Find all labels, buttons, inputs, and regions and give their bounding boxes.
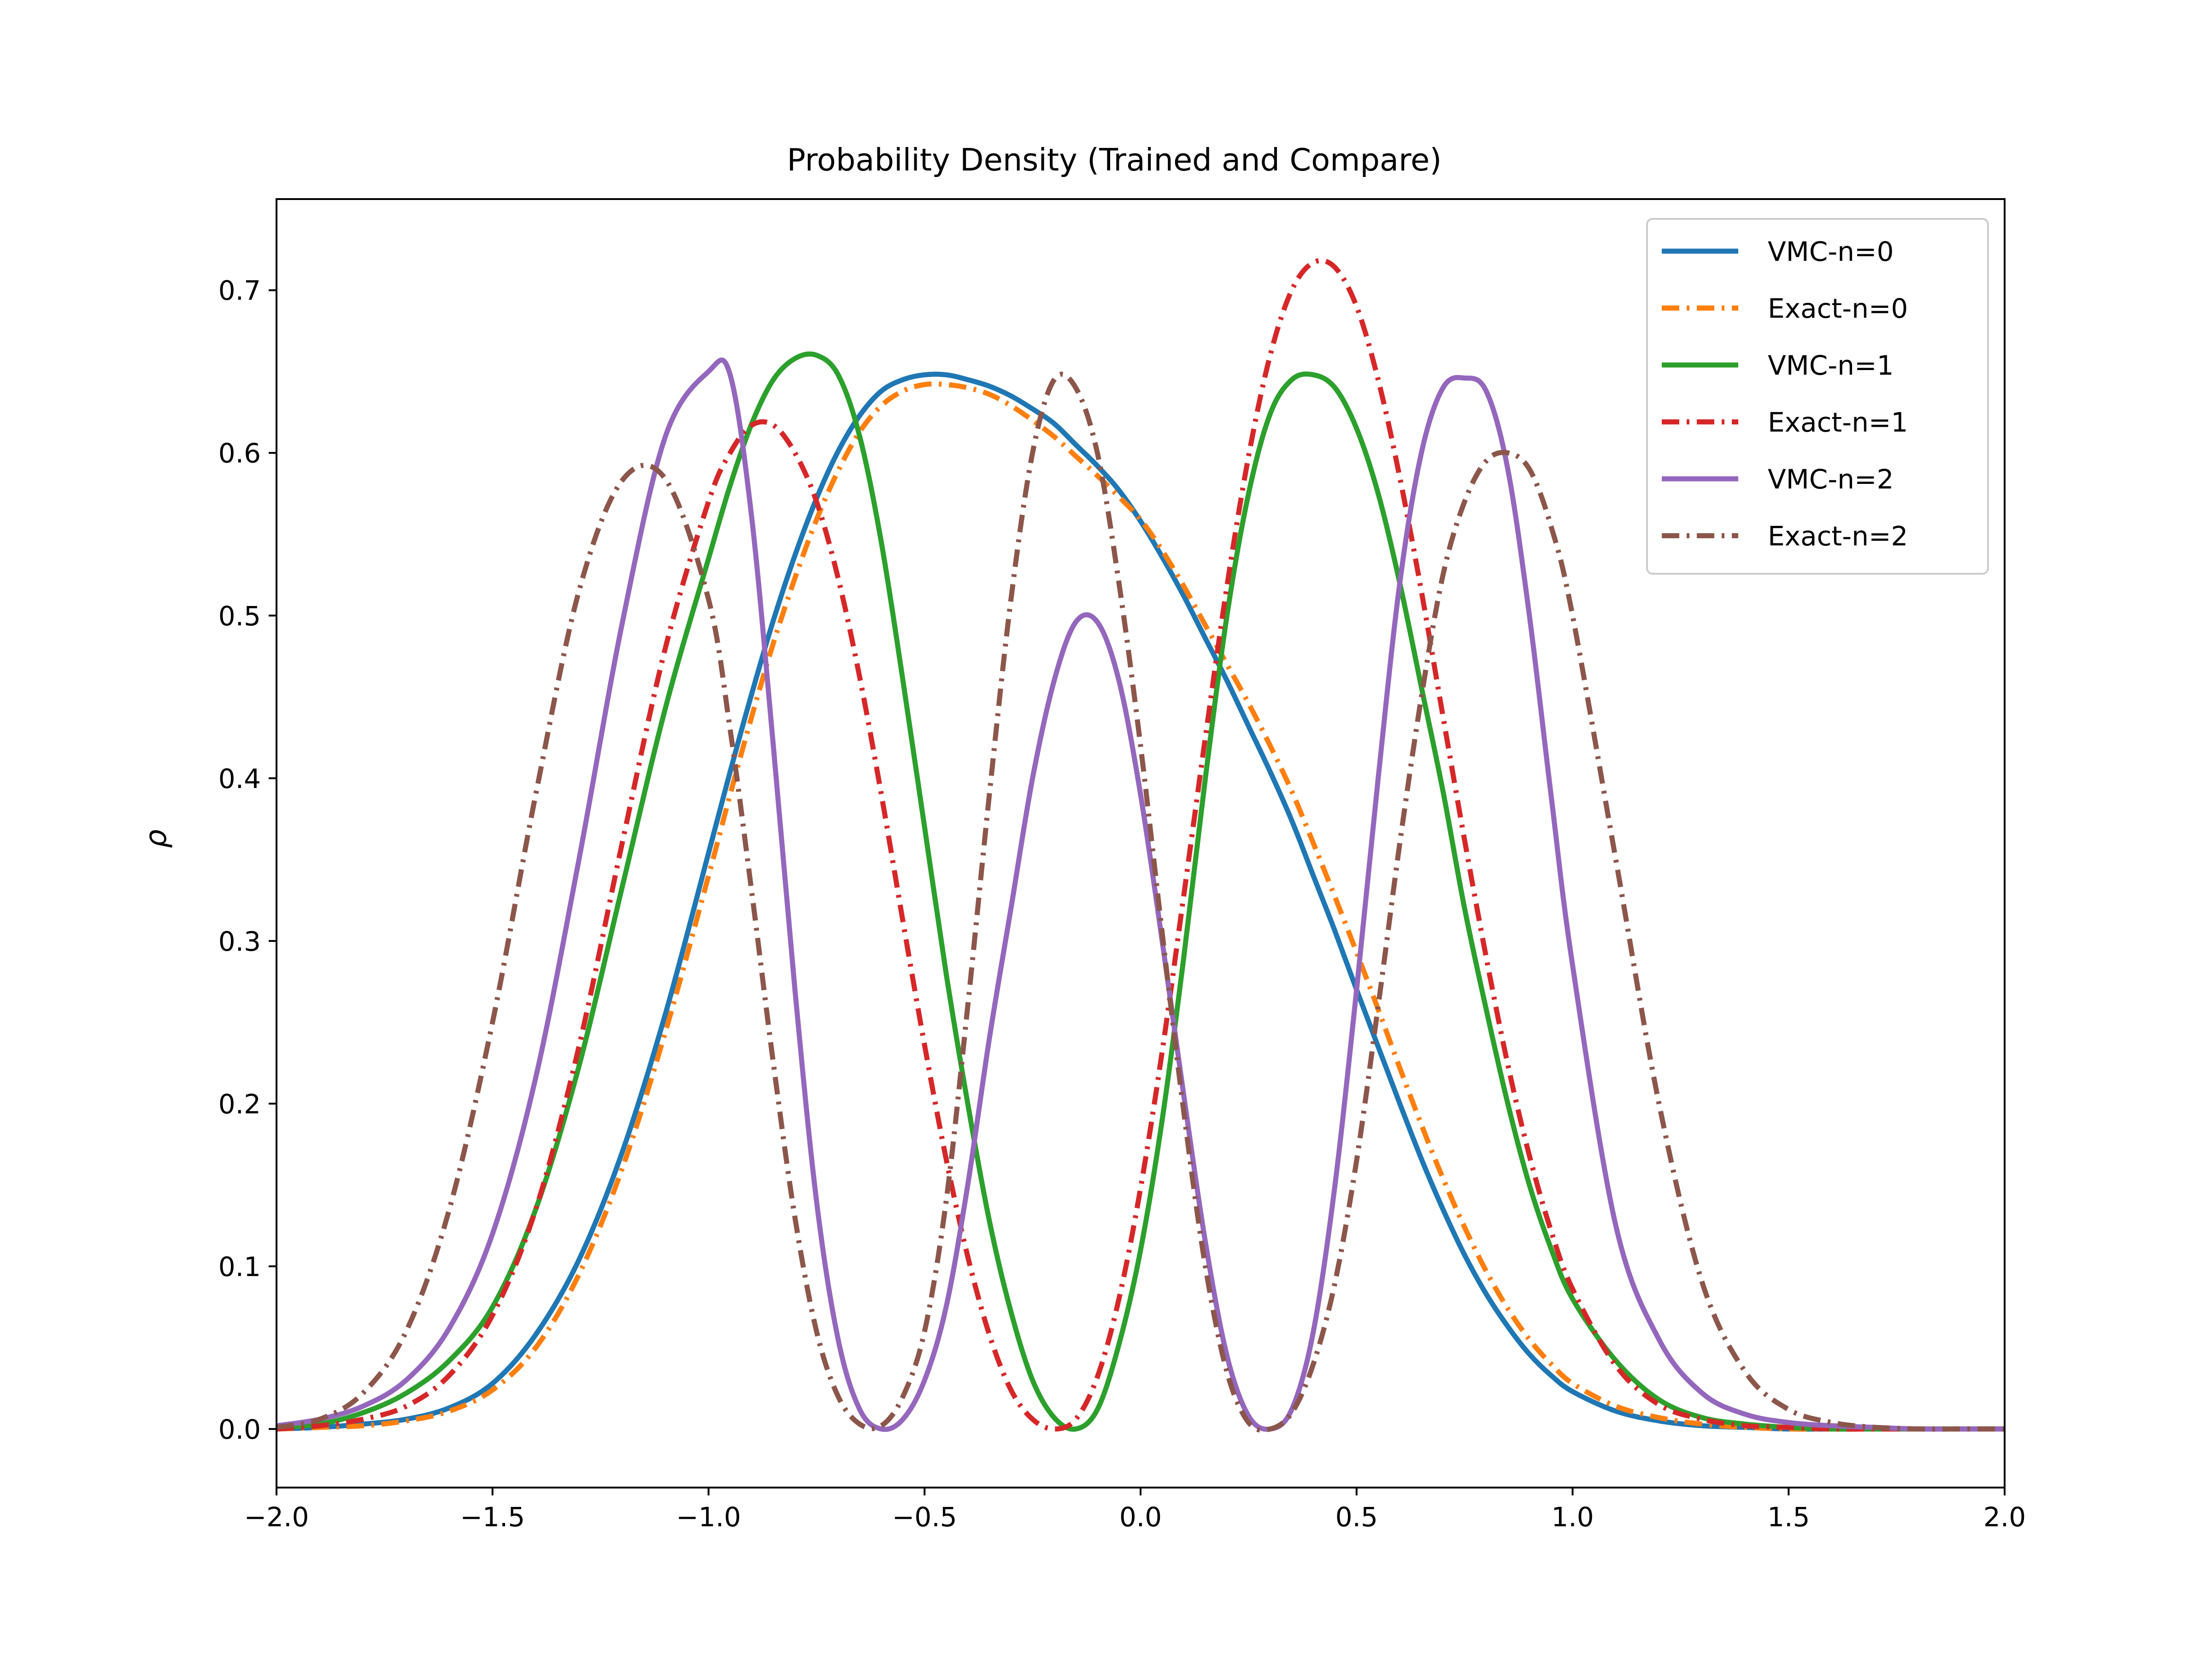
y-tick-label: 0.7	[218, 275, 261, 306]
y-tick-label: 0.2	[218, 1088, 261, 1120]
y-axis-label: ρ	[139, 830, 173, 848]
y-tick-label: 0.1	[218, 1251, 261, 1282]
y-tick-label: 0.6	[218, 438, 261, 469]
y-tick-label: 0.5	[218, 600, 261, 632]
x-tick-label: 2.0	[1983, 1501, 2026, 1533]
chart-title: Probability Density (Trained and Compare…	[787, 142, 1442, 178]
legend-label: VMC-n=1	[1768, 350, 1894, 381]
x-axis: −2.0 −1.5 −1.0 −0.5 0.0 0.5 1.0 1.5 2.0	[244, 1488, 2026, 1533]
legend-label: Exact-n=2	[1768, 521, 1908, 552]
x-tick-label: −0.5	[892, 1501, 957, 1533]
x-tick-label: 0.0	[1119, 1501, 1162, 1533]
x-tick-label: −1.0	[676, 1501, 741, 1533]
legend: VMC-n=0 Exact-n=0 VMC-n=1 Exact-n=1 VMC-n=2 E…	[1646, 218, 1989, 575]
legend-label: VMC-n=2	[1768, 464, 1894, 495]
x-tick-label: −1.5	[460, 1501, 525, 1533]
x-tick-label: 0.5	[1335, 1501, 1378, 1533]
x-tick-label: −2.0	[244, 1501, 309, 1533]
x-tick-label: 1.0	[1551, 1501, 1594, 1533]
series-line-VMC-n=1	[276, 351, 2005, 1432]
y-tick-label: 0.4	[218, 763, 261, 794]
series-line-VMC-n=2	[276, 357, 2005, 1432]
x-tick-label: 1.5	[1767, 1501, 1810, 1533]
legend-label: Exact-n=1	[1768, 407, 1908, 438]
series-line-Exact-n=2	[276, 371, 2005, 1433]
series-layer	[276, 258, 2005, 1433]
y-tick-label: 0.3	[218, 926, 261, 957]
legend-label: VMC-n=0	[1768, 236, 1894, 267]
series-line-Exact-n=0	[276, 381, 2005, 1432]
y-tick-label: 0.0	[218, 1414, 261, 1445]
y-axis: 0.0 0.1 0.2 0.3 0.4 0.5 0.6 0.7	[218, 275, 276, 1445]
legend-label: Exact-n=0	[1768, 293, 1908, 324]
